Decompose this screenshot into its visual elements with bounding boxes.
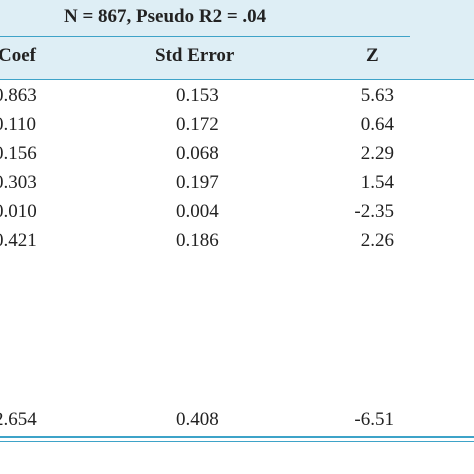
table-row: 0.156 0.068 2.29 [0,143,474,169]
table-title: N = 867, Pseudo R2 = .04 [64,6,267,27]
header-bottom-rule [0,79,474,80]
table-row: 2.654 0.408 -6.51 [0,409,474,435]
coef-cell: 0.156 [0,143,37,164]
column-header-z: Z [366,45,379,66]
table-row: 0.863 0.153 5.63 [0,85,474,111]
table-row: 0.110 0.172 0.64 [0,114,474,140]
coef-cell: 0.421 [0,230,37,251]
std-error-cell: 0.408 [176,409,219,430]
std-error-cell: 0.153 [176,85,219,106]
table-bottom-rule [0,436,474,438]
std-error-cell: 0.068 [176,143,219,164]
coef-cell: 2.654 [0,409,37,430]
std-error-cell: 0.197 [176,172,219,193]
title-underline [0,36,410,37]
z-cell: 2.29 [360,143,394,164]
z-cell: -2.35 [354,201,394,222]
z-cell: 0.64 [360,114,394,135]
std-error-cell: 0.004 [176,201,219,222]
std-error-cell: 0.172 [176,114,219,135]
table-row: 0.010 0.004 -2.35 [0,201,474,227]
coef-cell: 0.303 [0,172,37,193]
z-cell: 2.26 [360,230,394,251]
z-cell: 5.63 [360,85,394,106]
column-header-coef: Coef [0,45,36,66]
std-error-cell: 0.186 [176,230,219,251]
z-cell: -6.51 [354,409,394,430]
table-bottom-rule-thin [0,441,474,442]
coef-cell: 0.863 [0,85,37,106]
coef-cell: 0.110 [0,114,37,135]
table-row: 0.303 0.197 1.54 [0,172,474,198]
column-header-std-error: Std Error [155,45,235,66]
z-cell: 1.54 [360,172,394,193]
table-row: 0.421 0.186 2.26 [0,230,474,256]
coef-cell: 0.010 [0,201,37,222]
table-header-band [0,0,474,79]
